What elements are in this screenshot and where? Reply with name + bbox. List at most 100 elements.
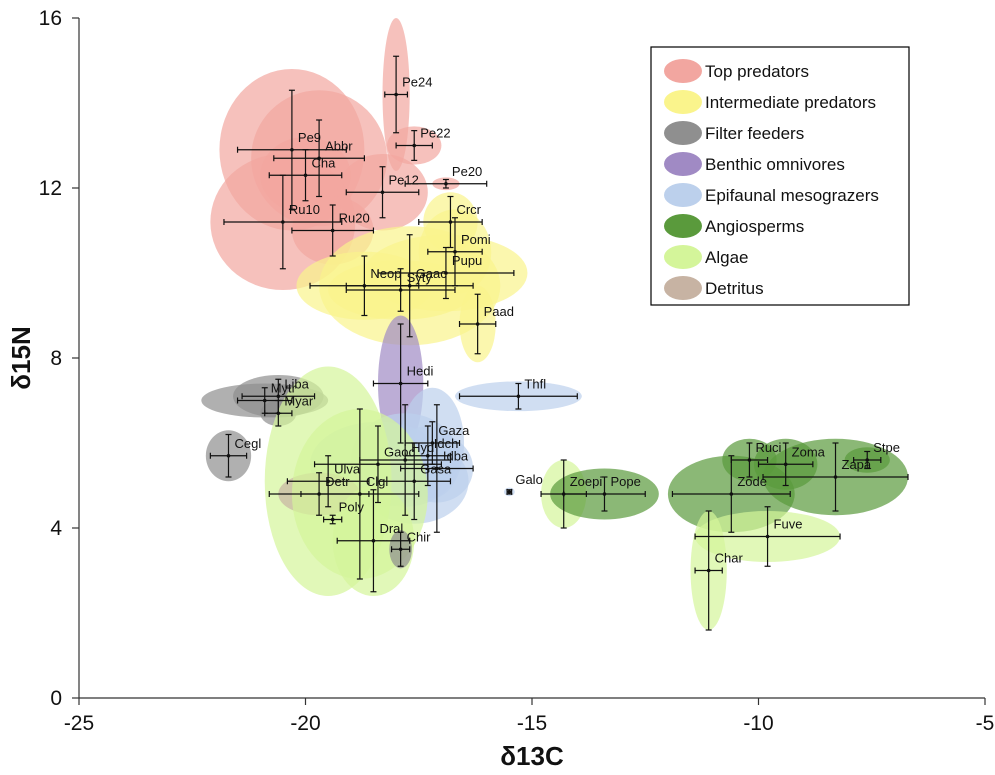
label-stpe: Stpe [873,440,900,455]
label-syty: Syty [407,270,433,285]
label-mytr: Mytr [271,381,297,396]
point-cha [303,173,308,178]
point-pomi [453,249,457,254]
label-pupu: Pupu [452,253,482,268]
legend-label: Top predators [705,62,809,81]
legend-swatch [664,214,702,238]
x-tick-label: -25 [64,712,94,735]
label-hedi: Hedi [407,364,434,379]
point-idba [435,466,439,471]
point-syty [398,288,403,292]
point-idch [426,453,430,458]
legend-entry-detritus: Detritus [664,276,764,300]
legend-swatch [664,152,702,176]
legend: Top predators Intermediate predators Filte… [650,46,910,306]
point-gasa [412,479,417,484]
legend-swatch [664,121,702,145]
y-tick-label: 4 [50,517,62,540]
legend-label: Intermediate predators [705,93,876,112]
label-poly: Poly [339,500,365,515]
y-tick-label: 16 [39,7,62,30]
point-thfl [516,394,521,399]
legend-label: Filter feeders [705,124,804,143]
label-myar: Myar [284,393,314,408]
x-tick-label: -10 [743,712,773,735]
point-pupu [444,271,448,275]
point-ru10 [281,220,285,224]
legend-swatch [664,276,702,300]
label-cegl: Cegl [234,436,261,451]
errorbars-layer [209,55,909,631]
point-pope [602,492,607,496]
y-ticks: 0 4 8 12 16 [39,7,79,710]
point-gaza [430,441,435,445]
point-zoma [783,462,788,467]
label-ru20: Ru20 [339,211,370,226]
point-liba [276,394,281,399]
y-tick-label: 0 [50,687,62,710]
label-idba: Idba [443,449,469,464]
legend-entries: Top predators Intermediate predators Filte… [664,59,879,300]
label-gaac: Gaac [416,266,448,281]
point-cegl [226,453,231,458]
legend-label: Epifaunal mesograzers [705,186,879,205]
label-zoma: Zoma [792,444,826,459]
point-zapa [833,475,838,479]
label-paad: Paad [484,304,514,319]
point-pe24 [394,92,398,97]
label-ulva: Ulva [334,461,361,476]
legend-entry-intermediate-predators: Intermediate predators [664,90,876,114]
label-pe24: Pe24 [402,75,432,90]
point-ruci [747,458,752,462]
legend-label: Angiosperms [705,217,804,236]
point-zode [729,492,734,496]
point-mytr [262,398,267,403]
legend-swatch [664,59,702,83]
x-ticks: -25 -20 -15 -10 -5 [64,698,995,735]
label-chir: Chir [407,529,432,544]
label-pe22: Pe22 [420,126,450,141]
point-abbr [317,156,321,161]
y-tick-label: 12 [39,177,62,200]
label-clgl: Clgl [366,474,389,489]
legend-swatch [664,183,702,207]
y-axis-label: δ15N [6,326,36,389]
legend-swatch [664,245,702,269]
label-cha: Cha [312,155,337,170]
point-crcr [448,220,453,224]
point-char [706,568,711,573]
label-dral: Dral [379,521,403,536]
x-tick-label: -20 [290,712,320,735]
label-pe9: Pe9 [298,130,321,145]
label-crcr: Crcr [456,202,481,217]
point-poly [330,517,335,522]
legend-entry-filter-feeders: Filter feeders [664,121,804,145]
point-myar [276,411,281,416]
legend-entry-benthic-omnivores: Benthic omnivores [664,152,845,176]
legend-entry-epifaunal-mesograzers: Epifaunal mesograzers [664,183,879,207]
label-ru10: Ru10 [289,202,320,217]
label-char: Char [715,551,744,566]
x-tick-label: -15 [517,712,547,735]
point-pe9 [290,147,294,152]
point-pe12 [380,190,385,195]
point-neop [362,283,367,288]
legend-entry-top-predators: Top predators [664,59,809,83]
legend-label: Algae [705,248,748,267]
legend-entry-angiosperms: Angiosperms [664,214,804,238]
x-tick-label: -5 [976,712,995,735]
label-idch: Idch [434,436,459,451]
legend-label: Benthic omnivores [705,155,845,174]
legend-label: Detritus [705,279,764,298]
label-zoepi: Zoepi [570,474,603,489]
point-ulva [326,479,330,484]
label-zode: Zode [737,474,767,489]
point-gaoc [376,462,380,467]
label-zapa: Zapa [842,457,872,472]
label-gasa: Gasa [420,461,452,476]
label-abbr: Abbr [325,138,353,153]
point-galo [507,490,512,494]
legend-entry-algae: Algae [664,245,748,269]
point-ru20 [330,228,335,233]
point-pe22 [412,143,417,148]
